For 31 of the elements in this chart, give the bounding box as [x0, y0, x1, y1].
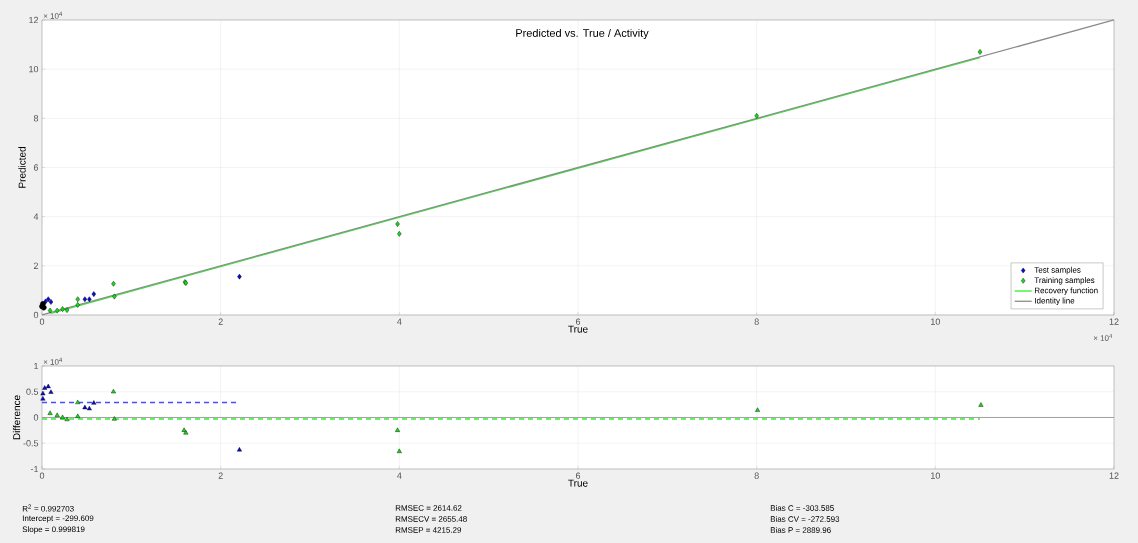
y-tick-label: 6: [33, 164, 39, 171]
x-tick-label: 12: [1109, 318, 1119, 325]
x-tick-label: 10: [931, 318, 940, 325]
x-tick-label: 6: [575, 472, 581, 479]
y-tick-label: 8: [33, 115, 39, 122]
x-tick-label: 8: [754, 318, 759, 325]
x-tick-label: 4: [397, 472, 402, 479]
y-tick-label: 12: [29, 16, 39, 24]
x-axis-title: True: [568, 325, 588, 333]
x-tick-label: 0: [39, 472, 45, 479]
x-tick-label: 12: [1109, 472, 1119, 479]
y-axis-title: Difference: [12, 395, 21, 440]
y-tick-label: 1: [34, 362, 39, 370]
x-tick-label: 2: [218, 472, 223, 479]
x-tick-label: 2: [218, 318, 223, 325]
y-tick-label: 0.5: [26, 388, 39, 395]
x-tick-label: 4: [397, 318, 402, 325]
y-tick-label: -1: [30, 465, 39, 473]
y-tick-label: 2: [33, 262, 39, 269]
x-tick-label: 6: [575, 318, 581, 325]
y-tick-label: 0: [33, 311, 39, 319]
y-tick-label: 10: [29, 65, 39, 73]
y-tick-label: 4: [33, 213, 39, 220]
x-tick-label: 10: [931, 472, 940, 479]
x-axis-title: True: [568, 479, 588, 487]
x-tick-label: 8: [754, 472, 759, 479]
x-tick-label: 0: [39, 318, 45, 325]
text: Predicted vs. True / Activity: [516, 28, 649, 40]
y-tick-label: 0: [33, 414, 39, 421]
y-axis-title: Predicted: [18, 147, 26, 188]
y-tick-label: -0.5: [23, 440, 39, 447]
